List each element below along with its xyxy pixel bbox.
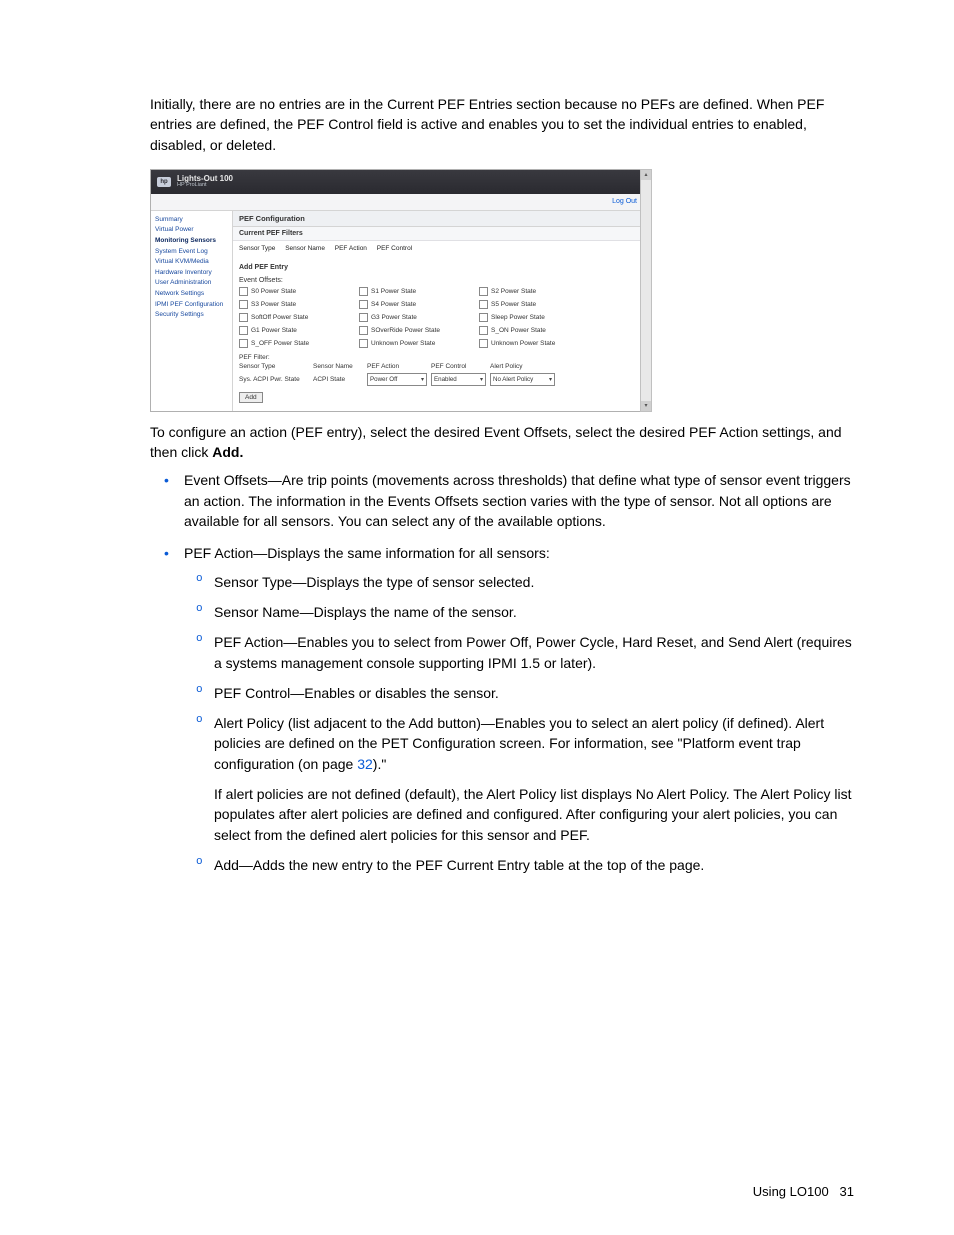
top-bar: Log Out — [151, 194, 651, 211]
nav-ipmi-pef[interactable]: IPMI PEF Configuration — [155, 300, 232, 309]
col-sensor-type: Sensor Type — [239, 245, 275, 252]
checkbox-icon[interactable] — [479, 326, 488, 335]
add-button[interactable]: Add — [239, 392, 263, 403]
nav-virtual-kvm[interactable]: Virtual KVM/Media — [155, 257, 232, 266]
sub-pef-action: PEF Action—Enables you to select from Po… — [184, 632, 854, 673]
pef-filter-label: PEF Filter: — [239, 354, 645, 361]
bullet-event-offsets: Event Offsets—Are trip points (movements… — [150, 470, 854, 531]
add-pef-entry-label: Add PEF Entry — [239, 264, 645, 271]
page-footer: Using LO100 31 — [753, 1184, 854, 1199]
nav-network-settings[interactable]: Network Settings — [155, 289, 232, 298]
offset-s1[interactable]: S1 Power State — [359, 287, 479, 296]
checkbox-icon[interactable] — [359, 300, 368, 309]
nav-user-admin[interactable]: User Administration — [155, 278, 232, 287]
checkbox-icon[interactable] — [239, 313, 248, 322]
intro-paragraph: Initially, there are no entries are in t… — [150, 94, 854, 155]
panel-subtitle: Current PEF Filters — [233, 227, 651, 241]
sub-sensor-name: Sensor Name—Displays the name of the sen… — [184, 602, 854, 622]
nav-hardware-inventory[interactable]: Hardware Inventory — [155, 268, 232, 277]
offset-s4[interactable]: S4 Power State — [359, 300, 479, 309]
app-header: hp Lights-Out 100 HP ProLiant — [151, 170, 651, 194]
col-pef-action: PEF Action — [335, 245, 367, 252]
offset-g3[interactable]: G3 Power State — [359, 313, 479, 322]
fh-sensor-name: Sensor Name — [313, 363, 363, 370]
fh-alert-policy: Alert Policy — [490, 363, 555, 370]
offset-s0[interactable]: S0 Power State — [239, 287, 359, 296]
fr-sensor-name: ACPI State — [313, 376, 363, 383]
pef-filter-row: Sys. ACPI Pwr. State ACPI State Power Of… — [239, 373, 645, 386]
checkbox-icon[interactable] — [479, 339, 488, 348]
offset-unknown-1[interactable]: Unknown Power State — [359, 339, 479, 348]
checkbox-icon[interactable] — [239, 300, 248, 309]
checkbox-icon[interactable] — [239, 287, 248, 296]
sub-add: Add—Adds the new entry to the PEF Curren… — [184, 855, 854, 875]
checkbox-icon[interactable] — [359, 287, 368, 296]
checkbox-icon[interactable] — [359, 313, 368, 322]
sub-pef-control: PEF Control—Enables or disables the sens… — [184, 683, 854, 703]
offset-s2[interactable]: S2 Power State — [479, 287, 599, 296]
scroll-down-icon[interactable]: ▾ — [641, 401, 651, 411]
fh-pef-action: PEF Action — [367, 363, 427, 370]
checkbox-icon[interactable] — [479, 313, 488, 322]
col-sensor-name: Sensor Name — [285, 245, 325, 252]
offset-softoff[interactable]: SoftOff Power State — [239, 313, 359, 322]
nav-summary[interactable]: Summary — [155, 215, 232, 224]
offset-unknown-2[interactable]: Unknown Power State — [479, 339, 599, 348]
checkbox-icon[interactable] — [239, 326, 248, 335]
nav-security-settings[interactable]: Security Settings — [155, 310, 232, 319]
pef-filter-headers: Sensor Type Sensor Name PEF Action PEF C… — [239, 363, 645, 370]
fh-sensor-type: Sensor Type — [239, 363, 309, 370]
page-link-32[interactable]: 32 — [357, 756, 373, 772]
nav-monitoring-sensors[interactable]: Monitoring Sensors — [155, 236, 232, 245]
offset-s-off[interactable]: S_OFF Power State — [239, 339, 359, 348]
scroll-up-icon[interactable]: ▴ — [641, 170, 651, 180]
sub-alert-policy-note: If alert policies are not defined (defau… — [214, 784, 854, 845]
configure-instruction: To configure an action (PEF entry), sele… — [150, 422, 854, 463]
fr-sensor-type: Sys. ACPI Pwr. State — [239, 376, 309, 383]
col-pef-control: PEF Control — [377, 245, 412, 252]
screenshot-pef-config: ▴ ▾ hp Lights-Out 100 HP ProLiant Log Ou… — [150, 169, 652, 412]
checkbox-icon[interactable] — [479, 300, 488, 309]
fh-pef-control: PEF Control — [431, 363, 486, 370]
checkbox-icon[interactable] — [359, 339, 368, 348]
select-pef-action[interactable]: Power Off — [367, 373, 427, 386]
bullet-pef-action: PEF Action—Displays the same information… — [150, 543, 854, 875]
select-pef-control[interactable]: Enabled — [431, 373, 486, 386]
sidebar-nav: Summary Virtual Power Monitoring Sensors… — [151, 211, 233, 411]
nav-system-event-log[interactable]: System Event Log — [155, 247, 232, 256]
column-headers: Sensor Type Sensor Name PEF Action PEF C… — [239, 245, 645, 252]
sub-alert-policy: Alert Policy (list adjacent to the Add b… — [184, 713, 854, 845]
offset-s5[interactable]: S5 Power State — [479, 300, 599, 309]
offset-s-on[interactable]: S_ON Power State — [479, 326, 599, 335]
nav-virtual-power[interactable]: Virtual Power — [155, 225, 232, 234]
offset-sleep[interactable]: Sleep Power State — [479, 313, 599, 322]
event-offsets-label: Event Offsets: — [239, 277, 645, 284]
offset-g1[interactable]: G1 Power State — [239, 326, 359, 335]
offset-s3[interactable]: S3 Power State — [239, 300, 359, 309]
sub-sensor-type: Sensor Type—Displays the type of sensor … — [184, 572, 854, 592]
logout-link[interactable]: Log Out — [612, 198, 637, 205]
panel-title: PEF Configuration — [233, 211, 651, 227]
product-subtitle: HP ProLiant — [177, 183, 233, 189]
scrollbar[interactable]: ▴ ▾ — [640, 169, 652, 412]
checkbox-icon[interactable] — [479, 287, 488, 296]
event-offsets-grid: S0 Power State S1 Power State S2 Power S… — [239, 287, 645, 348]
checkbox-icon[interactable] — [239, 339, 248, 348]
offset-soverride[interactable]: SOverRide Power State — [359, 326, 479, 335]
select-alert-policy[interactable]: No Alert Policy — [490, 373, 555, 386]
hp-logo-icon: hp — [157, 177, 171, 187]
checkbox-icon[interactable] — [359, 326, 368, 335]
